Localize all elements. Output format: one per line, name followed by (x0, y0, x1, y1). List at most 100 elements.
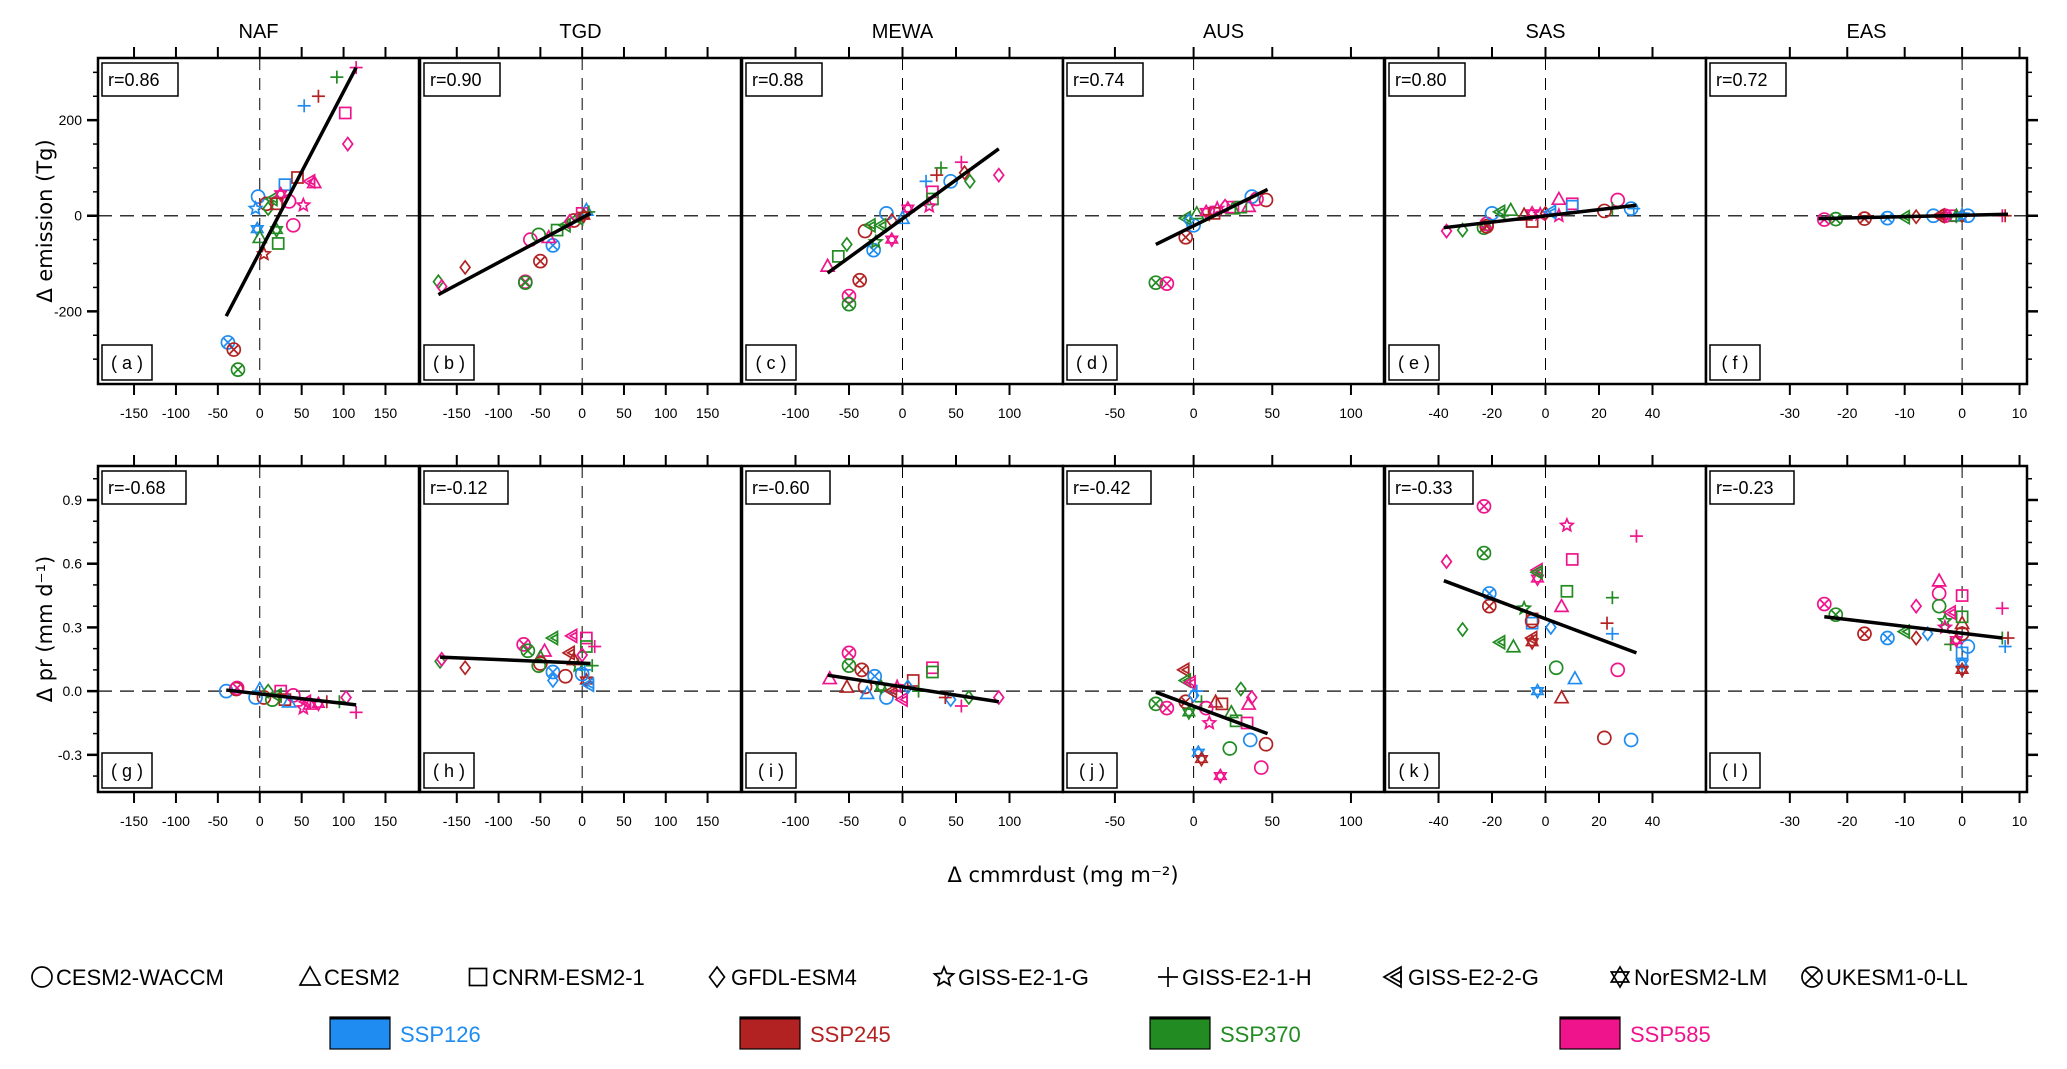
circle-marker (1242, 732, 1258, 748)
hexagram-down (269, 225, 284, 239)
data-point-ukesm1-0-ll (520, 643, 536, 659)
data-point-gfdl-esm4 (1921, 625, 1934, 642)
x-tick-label: -50 (839, 813, 859, 829)
data-point-cesm2-waccm (943, 173, 959, 189)
data-point-cnrm-esm2-1 (270, 197, 283, 211)
circle-x-line (1180, 232, 1191, 243)
diamond-marker (1440, 223, 1453, 239)
x-tick-label: 0 (1542, 405, 1550, 421)
star-marker (1953, 206, 1971, 223)
left-triangle-inner (1496, 637, 1506, 648)
panel-f: -30 -20 -10 0 10 r=0.72 ( f ) (1704, 47, 2038, 421)
data-point-noresm2-lm (579, 672, 594, 689)
circle-x-line (869, 671, 880, 682)
data-point-giss-e2-2-g (301, 173, 316, 190)
hexagram-down (1954, 665, 1970, 679)
panel-label-box (1709, 752, 1761, 789)
x-tick-label: 50 (294, 813, 310, 829)
x-tick-label: -30 (1780, 405, 1800, 421)
panel-label: ( a ) (111, 353, 143, 373)
circle-marker (1548, 660, 1564, 676)
data-point-gfdl-esm4 (563, 213, 576, 230)
x-tick-label: -150 (120, 405, 148, 421)
legend-item-giss-e2-2-g: GISS-E2-2-G (1382, 965, 1539, 990)
giss-e2-1-h-symbol-icon (1158, 967, 1178, 987)
circle-marker (943, 173, 959, 189)
correlation-label: r=-0.12 (430, 478, 488, 498)
data-point-giss-e2-1-g (295, 196, 312, 213)
data-point-giss-e2-1-h (1605, 591, 1619, 605)
data-point-ukesm1-0-ll (226, 342, 242, 357)
panel-label-box (1066, 344, 1118, 381)
hexagram-up (1181, 704, 1197, 717)
circle-x-line (1819, 598, 1830, 610)
panel-h: -150 -100 -50 0 50 100 150 r=-0.12 ( h ) (418, 455, 743, 829)
panel-label-box (1388, 344, 1440, 381)
x-tick-label: 50 (294, 405, 310, 421)
x-tick-label: 150 (374, 813, 398, 829)
circle-marker (1484, 206, 1500, 221)
hexagram-up (1194, 750, 1209, 764)
circle-x-marker (1880, 630, 1895, 646)
triangle-marker (1931, 572, 1948, 587)
triangle-marker (1502, 201, 1519, 217)
left-triangle-inner (1533, 567, 1543, 578)
data-point-cesm2-waccm (1244, 189, 1260, 204)
circle-x-marker (226, 342, 242, 357)
diamond-marker (1440, 553, 1453, 570)
triangle-marker (302, 695, 318, 710)
noresm2-lm-symbol-icon (1609, 965, 1631, 989)
correlation-box (101, 62, 179, 97)
data-point-gfdl-esm4 (459, 659, 472, 676)
circle-marker (1596, 730, 1612, 746)
triangle-marker (1550, 190, 1567, 206)
square-marker (1955, 589, 1969, 602)
data-point-giss-e2-2-g (1529, 564, 1543, 581)
data-point-cesm2-waccm (1242, 732, 1258, 748)
y-tick-label: 0.3 (63, 619, 83, 635)
data-point-gfdl-esm4 (1440, 223, 1453, 239)
legend-item-cesm2: CESM2 (298, 965, 400, 990)
data-point-ukesm1-0-ll (1816, 596, 1832, 612)
data-point-cesm2 (536, 642, 553, 657)
x-tick-label: -20 (1837, 813, 1857, 829)
diamond-marker (963, 173, 976, 190)
circle-x-line (868, 245, 879, 256)
data-point-cesm2-waccm (1610, 662, 1626, 678)
regression-line (1443, 579, 1638, 655)
x-tick-label: 0 (1542, 813, 1550, 829)
legend-scenario-label: SSP585 (1630, 1022, 1711, 1047)
circle-x-line (547, 666, 559, 678)
scenario-color-swatch (1559, 1016, 1621, 1050)
panel-k: -40 -20 0 20 40 r=-0.33 ( k ) (1383, 455, 1708, 829)
x-tick-label: 0 (578, 813, 586, 829)
data-point-cesm2 (859, 684, 876, 700)
hexagram-down (900, 204, 915, 217)
diamond-marker (563, 213, 576, 230)
panel-label-box (101, 752, 153, 789)
plot-area (1706, 466, 2027, 792)
legend-item-giss-e2-1-g: GISS-E2-1-G (932, 964, 1089, 990)
x-tick-label: 0 (256, 813, 264, 829)
x-tick-label: 10 (2012, 813, 2028, 829)
data-point-cnrm-esm2-1 (1215, 697, 1229, 711)
star-marker (1208, 199, 1226, 216)
legend-item-giss-e2-1-h: GISS-E2-1-H (1158, 965, 1312, 990)
scenario-color-swatch (1149, 1016, 1211, 1050)
y-tick-label: 0.6 (63, 556, 83, 572)
panel-label: ( j ) (1079, 761, 1105, 781)
left-triangle-inner (1182, 675, 1192, 686)
diamond-marker (992, 689, 1005, 706)
panel-label: ( l ) (1722, 761, 1748, 781)
x-tick-label: -100 (162, 405, 190, 421)
left-triangle-inner (1496, 206, 1506, 217)
circle-marker (1222, 741, 1238, 756)
x-tick-label: 50 (616, 405, 632, 421)
x-tick-label: 0 (899, 813, 907, 829)
data-point-gfdl-esm4 (1544, 619, 1557, 636)
x-tick-label: 0 (899, 405, 907, 421)
data-point-cesm2 (1566, 670, 1583, 685)
x-tick-label: 10 (2012, 405, 2028, 421)
hexagram-up (250, 220, 265, 234)
correlation-box (1709, 62, 1787, 97)
